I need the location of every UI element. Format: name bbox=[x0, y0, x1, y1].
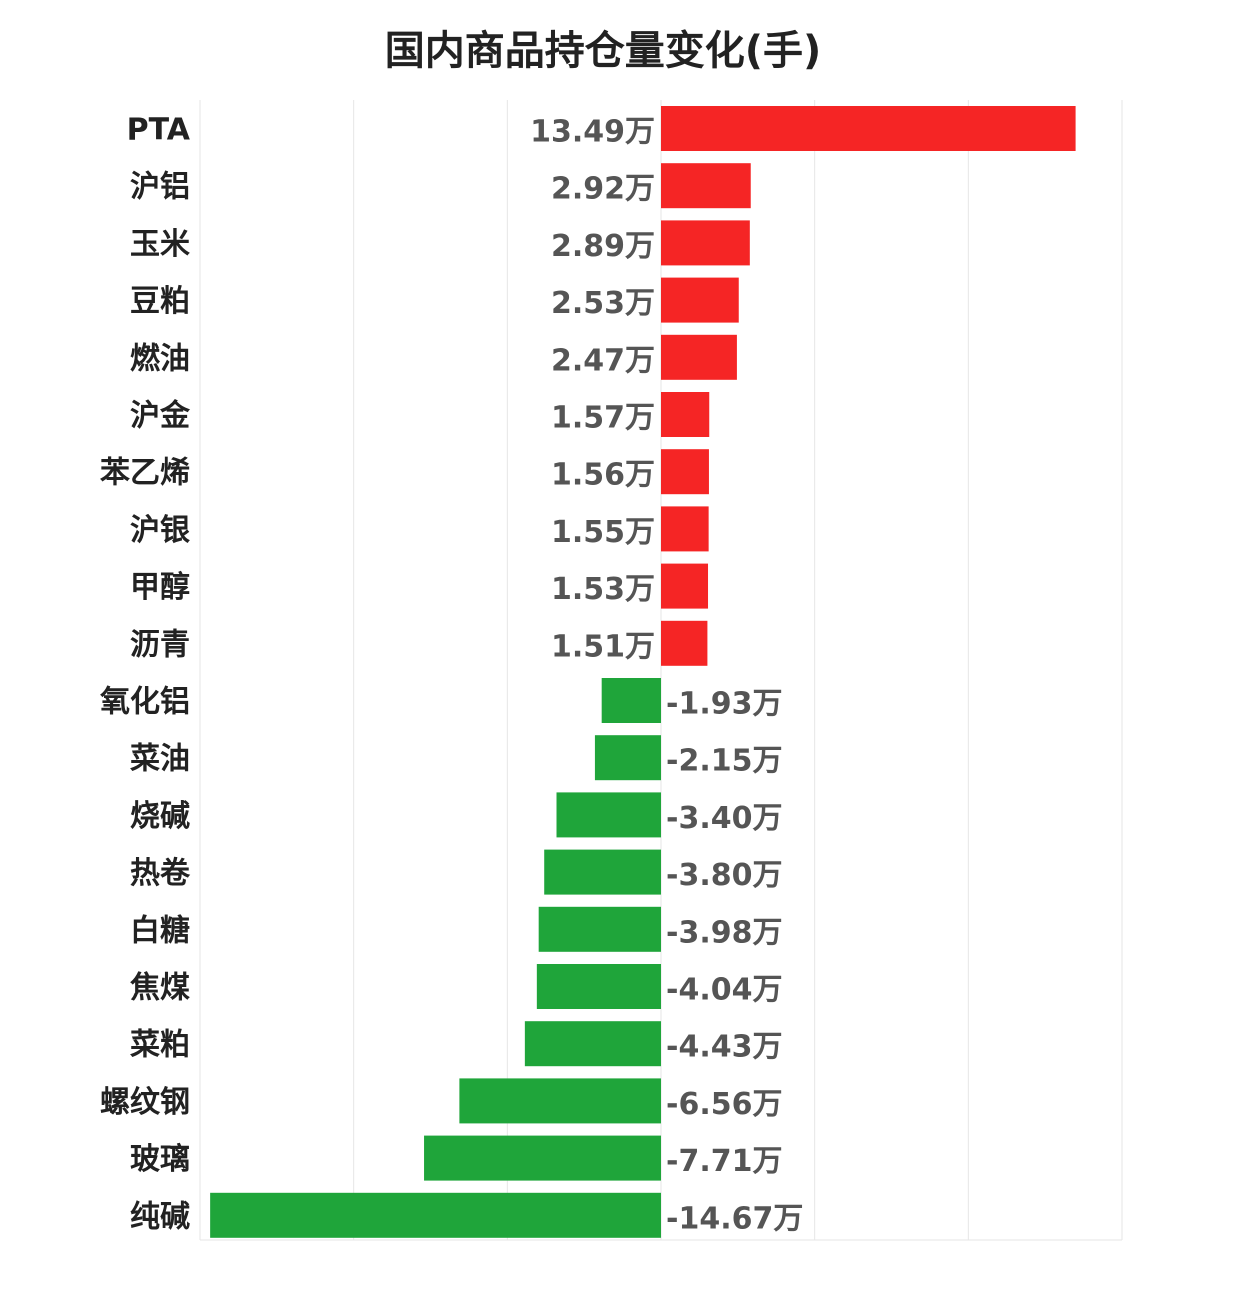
bar bbox=[661, 506, 709, 552]
bar bbox=[538, 906, 661, 952]
bar bbox=[661, 163, 751, 209]
bar bbox=[556, 792, 661, 838]
category-label: 螺纹钢 bbox=[100, 1085, 190, 1120]
value-label: 1.51万 bbox=[551, 629, 655, 664]
category-label: 苯乙烯 bbox=[100, 456, 190, 491]
value-label: 2.92万 bbox=[551, 172, 655, 207]
bar bbox=[544, 849, 661, 895]
value-label: 2.53万 bbox=[551, 286, 655, 321]
category-label: 玻璃 bbox=[130, 1142, 190, 1177]
category-label: 氧化铝 bbox=[100, 685, 190, 720]
category-label: 纯碱 bbox=[130, 1199, 190, 1234]
category-label: 菜油 bbox=[130, 742, 190, 777]
category-label: 热卷 bbox=[130, 856, 191, 891]
value-label: -3.40万 bbox=[666, 801, 782, 836]
bar bbox=[594, 735, 661, 781]
category-label: 沪金 bbox=[130, 399, 191, 434]
category-label: 白糖 bbox=[130, 913, 190, 948]
category-label: 燃油 bbox=[130, 341, 190, 376]
gridlines bbox=[199, 100, 1123, 1241]
value-label: 1.56万 bbox=[551, 458, 655, 493]
value-label: 1.53万 bbox=[551, 572, 655, 607]
bar bbox=[601, 678, 661, 723]
bar bbox=[661, 563, 709, 609]
value-label: -6.56万 bbox=[666, 1087, 782, 1122]
value-label: -3.80万 bbox=[666, 858, 782, 893]
bars bbox=[210, 106, 1076, 1238]
category-label: 烧碱 bbox=[130, 799, 190, 834]
value-label: -7.71万 bbox=[666, 1144, 782, 1179]
value-label: -4.04万 bbox=[666, 973, 782, 1008]
category-label: 玉米 bbox=[130, 227, 190, 262]
bar bbox=[210, 1192, 661, 1238]
value-label: 1.57万 bbox=[551, 401, 655, 436]
category-label: 甲醇 bbox=[130, 570, 190, 605]
category-label: 豆粕 bbox=[130, 284, 190, 319]
category-label: 菜粕 bbox=[130, 1028, 190, 1063]
value-label: 2.89万 bbox=[551, 229, 655, 264]
bar bbox=[524, 1021, 661, 1067]
bar bbox=[424, 1135, 661, 1181]
bar bbox=[661, 392, 710, 437]
value-label: 1.55万 bbox=[551, 515, 655, 550]
category-label: 沪银 bbox=[130, 513, 190, 548]
value-label: -2.15万 bbox=[666, 744, 782, 779]
value-label: -14.67万 bbox=[666, 1201, 803, 1236]
value-label: -1.93万 bbox=[666, 687, 782, 722]
value-label: -3.98万 bbox=[666, 915, 782, 950]
category-label: PTA bbox=[127, 113, 191, 148]
bar bbox=[661, 106, 1076, 151]
bar bbox=[661, 449, 709, 495]
category-label: 沪铝 bbox=[130, 170, 190, 205]
bar bbox=[661, 334, 737, 380]
bar bbox=[661, 620, 708, 666]
category-label: 焦煤 bbox=[130, 971, 190, 1006]
bar bbox=[536, 964, 661, 1009]
value-label: -4.43万 bbox=[666, 1030, 782, 1065]
bar bbox=[661, 277, 739, 323]
chart-title: 国内商品持仓量变化(手) bbox=[384, 28, 822, 74]
value-label: 2.47万 bbox=[551, 343, 655, 378]
value-label: 13.49万 bbox=[530, 115, 655, 150]
bar bbox=[661, 220, 750, 266]
category-label: 沥青 bbox=[130, 627, 190, 662]
bar bbox=[459, 1078, 661, 1124]
